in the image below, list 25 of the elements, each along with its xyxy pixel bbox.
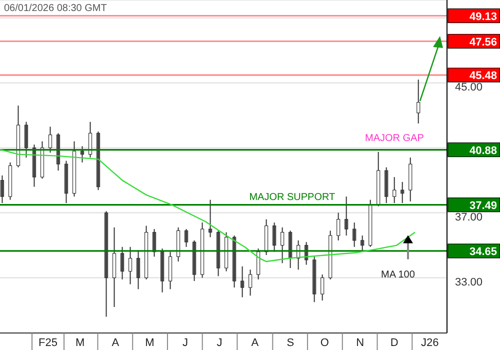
annotation: MAJOR SUPPORT	[249, 192, 336, 203]
y-tick-label: 33.00	[455, 276, 483, 289]
x-tick-label: A	[112, 337, 120, 349]
annotation: 06/01/2026 08:30 GMT	[4, 3, 107, 14]
x-tick-label: J	[216, 337, 222, 349]
x-tick-label: D	[390, 337, 398, 349]
ref-line-label: 40.88	[469, 144, 497, 157]
x-tick-label: O	[320, 337, 330, 349]
ref-line-label: 37.49	[469, 200, 497, 212]
annotation: MAJOR GAP	[365, 133, 424, 144]
x-tick-label: J26	[420, 337, 439, 349]
ref-line-label: 45.48	[469, 70, 497, 82]
x-tick-label: M	[145, 337, 154, 349]
x-tick-label: M	[75, 337, 85, 349]
x-tick-label: S	[286, 337, 294, 349]
text: MA 100	[381, 269, 416, 280]
ref-line-label: 47.56	[469, 36, 497, 48]
x-tick-label: A	[251, 337, 260, 349]
ref-line-label: 34.65	[469, 246, 497, 258]
ref-line-label: 49.13	[469, 10, 497, 23]
x-tick-label: J	[182, 337, 188, 349]
y-tick-label: 37.00	[455, 212, 483, 224]
x-tick-label: N	[356, 337, 364, 349]
x-tick-label: F25	[38, 337, 58, 349]
y-tick-label: 45.00	[455, 82, 483, 94]
